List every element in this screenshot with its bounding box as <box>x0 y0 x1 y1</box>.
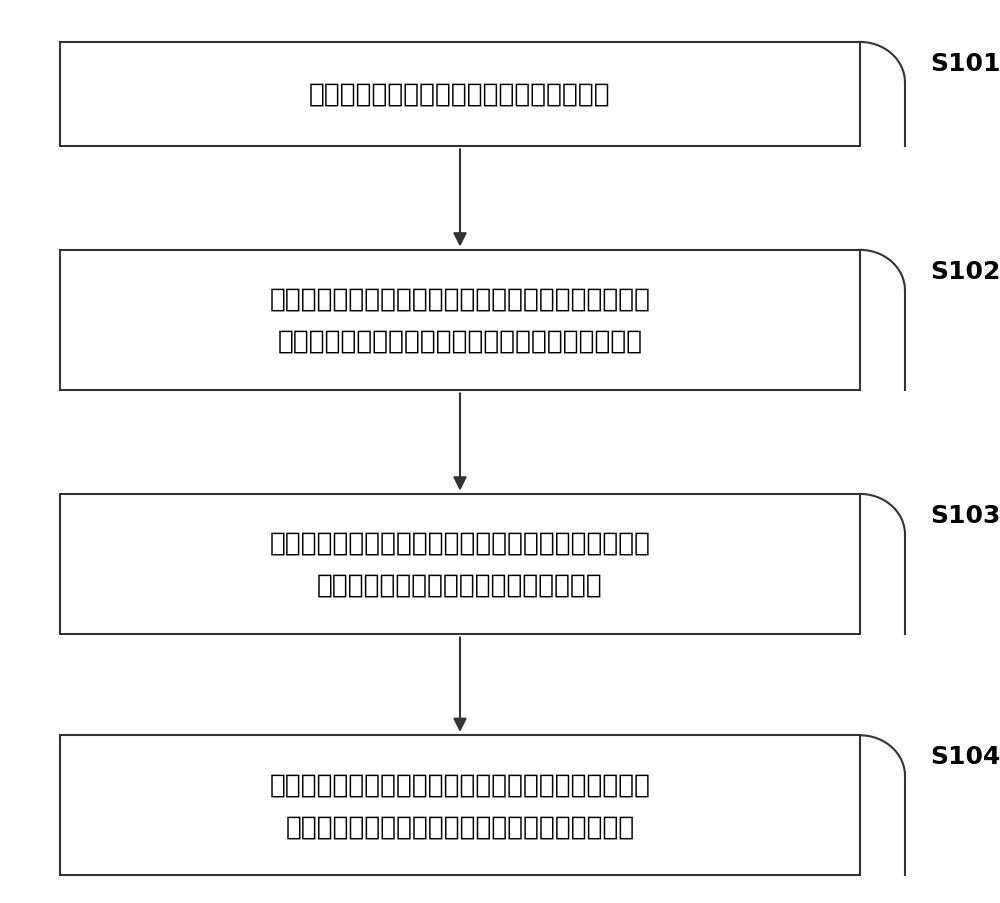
FancyBboxPatch shape <box>60 42 860 146</box>
Text: S104: S104 <box>930 744 1000 768</box>
Text: 根据获取的目标占比函数和目标的成像半径，对第一温
度数据进行目标成像占比修正，得到第二温度数据: 根据获取的目标占比函数和目标的成像半径，对第一温 度数据进行目标成像占比修正，得… <box>270 771 650 840</box>
Text: S103: S103 <box>930 503 1000 527</box>
FancyBboxPatch shape <box>60 250 860 390</box>
FancyBboxPatch shape <box>60 735 860 876</box>
Text: 获取红外成像系统对目标实际测试出的温度: 获取红外成像系统对目标实际测试出的温度 <box>309 82 611 107</box>
Text: 建立红外成像系统中心点的输出能量与目标的成像半径
之间的函数关系，获取目标占比修正函数: 建立红外成像系统中心点的输出能量与目标的成像半径 之间的函数关系，获取目标占比修… <box>270 530 650 599</box>
FancyBboxPatch shape <box>60 495 860 634</box>
Text: 根据环境变量和红外成像系统的归一化光谱响应函数，
对获取的温度进行大气衰减修正，得到第一温度数据: 根据环境变量和红外成像系统的归一化光谱响应函数， 对获取的温度进行大气衰减修正，… <box>270 286 650 355</box>
Text: S101: S101 <box>930 51 1000 76</box>
Text: S102: S102 <box>930 260 1000 284</box>
